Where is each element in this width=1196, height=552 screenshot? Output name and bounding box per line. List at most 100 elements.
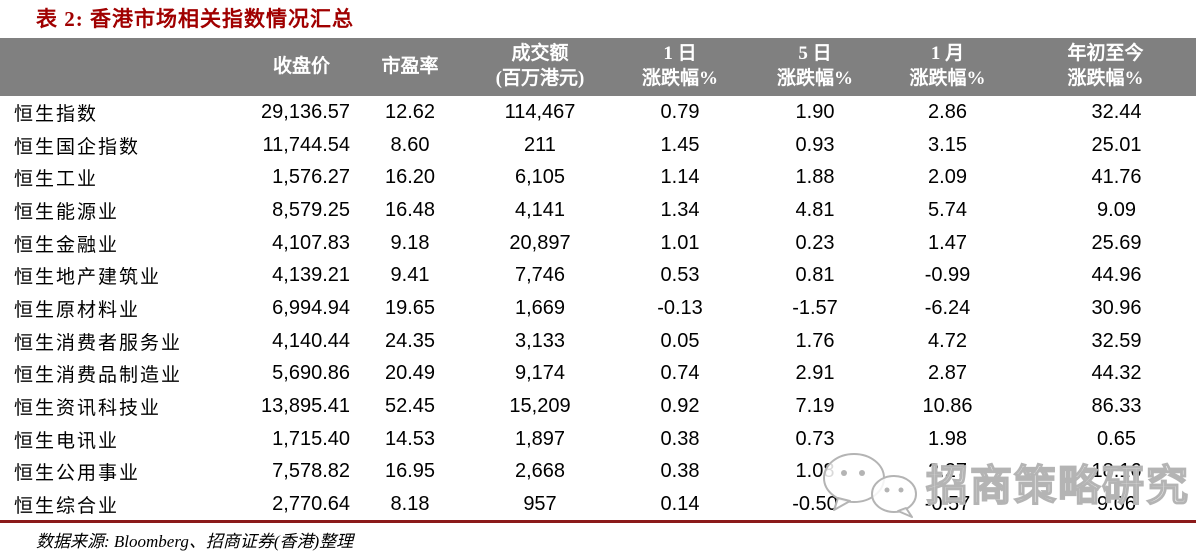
cell-pe: 16.48 [384, 198, 436, 221]
cell-m1: 3.15 [928, 133, 967, 156]
cell-d5: 0.81 [795, 264, 835, 287]
header-1month-line2: 涨跌幅% [909, 68, 986, 89]
header-1month-change: 1 月 涨跌幅% [880, 38, 1015, 96]
cell-close: 5,690.86 [272, 362, 350, 385]
bottom-rule [0, 520, 1196, 523]
header-ytd-line1: 年初至今 [1067, 43, 1144, 65]
cell-ytd: 44.32 [1091, 362, 1142, 385]
header-turnover-line2: (百万港元) [495, 68, 585, 89]
cell-turnover: 20,897 [509, 231, 571, 254]
cell-d1: 0.38 [660, 460, 700, 483]
cell-ytd: 0.65 [1097, 427, 1136, 450]
cell-close: 1,576.27 [272, 166, 350, 189]
cell-close: 4,139.21 [272, 264, 350, 287]
cell-m1: -0.99 [924, 264, 971, 287]
cell-name: 恒生公用事业 [14, 463, 141, 485]
cell-d5: -1.57 [792, 296, 838, 319]
cell-name: 恒生指数 [14, 103, 99, 125]
cell-pe: 20.49 [384, 362, 436, 385]
cell-ytd: 44.96 [1091, 264, 1142, 287]
cell-close: 2,770.64 [272, 493, 350, 516]
cell-d1: 0.53 [660, 264, 700, 287]
cell-m1: -0.57 [924, 493, 971, 516]
cell-d5: 7.19 [795, 395, 835, 418]
header-1day-line1: 1 日 [663, 43, 697, 65]
cell-turnover: 6,105 [514, 166, 566, 189]
hk-index-table: 收盘价 市盈率 成交额 (百万港元) 1 日 涨跌幅% 5 日 涨跌幅% [0, 38, 1196, 521]
cell-close: 11,744.54 [262, 133, 351, 156]
cell-d1: 1.45 [660, 133, 700, 156]
table-row: 恒生综合业 2,770.64 8.18 957 0.14 -0.50 -0.57 9.06 [0, 488, 1196, 521]
header-1month-line1: 1 月 [930, 43, 965, 65]
cell-close: 7,578.82 [272, 460, 350, 483]
cell-pe: 12.62 [384, 100, 436, 123]
cell-turnover: 3,133 [514, 329, 566, 352]
cell-name: 恒生工业 [14, 169, 99, 191]
cell-d5: 0.93 [795, 133, 835, 156]
cell-close: 6,994.94 [272, 296, 350, 319]
header-close-price-label: 收盘价 [272, 55, 330, 77]
cell-turnover: 4,141 [514, 198, 566, 221]
cell-m1: 2.09 [928, 166, 967, 189]
cell-ytd: 32.44 [1091, 100, 1142, 123]
cell-d1: 0.92 [660, 395, 700, 418]
cell-pe: 24.35 [384, 329, 436, 352]
cell-m1: 1.47 [928, 231, 967, 254]
cell-ytd: 25.69 [1091, 231, 1142, 254]
table-header: 收盘价 市盈率 成交额 (百万港元) 1 日 涨跌幅% 5 日 涨跌幅% [0, 38, 1196, 96]
cell-pe: 16.95 [384, 460, 436, 483]
cell-pe: 16.20 [384, 166, 436, 189]
cell-d5: 1.88 [795, 166, 835, 189]
header-index-name [0, 38, 240, 96]
cell-close: 8,579.25 [272, 198, 350, 221]
cell-name: 恒生综合业 [14, 496, 120, 518]
cell-turnover: 211 [524, 133, 556, 156]
cell-d1: 1.01 [660, 231, 700, 254]
cell-close: 29,136.57 [261, 100, 350, 123]
cell-m1: 2.87 [928, 362, 967, 385]
cell-turnover: 1,897 [514, 427, 566, 450]
table-row: 恒生指数 29,136.57 12.62 114,467 0.79 1.90 2.86 32.… [0, 96, 1196, 129]
table-row: 恒生资讯科技业 13,895.41 52.45 15,209 0.92 7.19 10.86… [0, 390, 1196, 423]
cell-d5: 0.73 [795, 427, 835, 450]
header-ytd-change: 年初至今 涨跌幅% [1015, 38, 1196, 96]
cell-name: 恒生消费品制造业 [14, 365, 183, 387]
cell-m1: 5.74 [928, 198, 967, 221]
cell-pe: 52.45 [384, 395, 436, 418]
table-row: 恒生原材料业 6,994.94 19.65 1,669 -0.13 -1.57 -6.24 3… [0, 292, 1196, 325]
cell-close: 1,715.40 [272, 427, 350, 450]
table-row: 恒生电讯业 1,715.40 14.53 1,897 0.38 0.73 1.98 0.65 [0, 423, 1196, 456]
cell-d1: 0.05 [660, 329, 700, 352]
cell-pe: 19.65 [384, 296, 436, 319]
header-turnover: 成交额 (百万港元) [470, 38, 610, 96]
cell-ytd: 9.09 [1097, 198, 1136, 221]
header-row: 收盘价 市盈率 成交额 (百万港元) 1 日 涨跌幅% 5 日 涨跌幅% [0, 38, 1196, 96]
cell-pe: 9.41 [390, 264, 430, 287]
table-title: 表 2: 香港市场相关指数情况汇总 [36, 7, 354, 31]
cell-ytd: 18.16 [1091, 460, 1142, 483]
header-ytd-line2: 涨跌幅% [1067, 68, 1144, 89]
header-pe-label: 市盈率 [381, 55, 439, 77]
table-row: 恒生国企指数 11,744.54 8.60 211 1.45 0.93 3.15 25.01 [0, 129, 1196, 162]
cell-turnover: 9,174 [514, 362, 566, 385]
header-5day-change: 5 日 涨跌幅% [750, 38, 880, 96]
cell-m1: 10.86 [922, 395, 973, 418]
cell-close: 4,107.83 [272, 231, 350, 254]
table-row: 恒生金融业 4,107.83 9.18 20,897 1.01 0.23 1.47 25.69 [0, 227, 1196, 260]
cell-d5: 4.81 [795, 198, 835, 221]
cell-turnover: 1,669 [514, 296, 566, 319]
cell-ytd: 25.01 [1091, 133, 1142, 156]
cell-d5: -0.50 [792, 493, 838, 516]
cell-pe: 8.18 [390, 493, 430, 516]
cell-name: 恒生消费者服务业 [14, 332, 183, 354]
cell-d5: 1.08 [795, 460, 835, 483]
cell-d1: 1.14 [660, 166, 700, 189]
cell-name: 恒生金融业 [14, 234, 120, 256]
cell-d5: 1.76 [795, 329, 835, 352]
header-turnover-line1: 成交额 [511, 43, 569, 65]
cell-close: 13,895.41 [261, 395, 350, 418]
cell-ytd: 86.33 [1091, 395, 1142, 418]
cell-m1: 4.72 [928, 329, 967, 352]
cell-ytd: 32.59 [1091, 329, 1142, 352]
